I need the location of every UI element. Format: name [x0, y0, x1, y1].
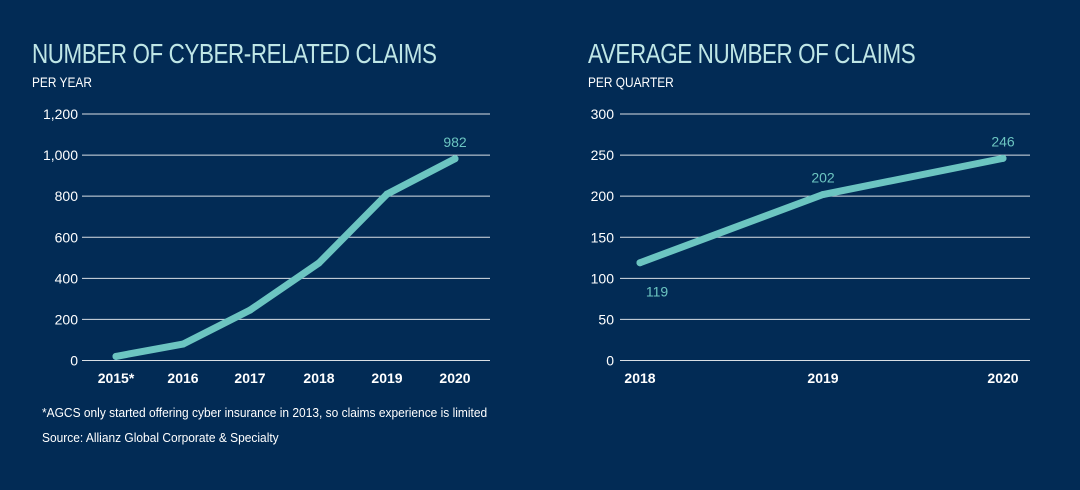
x-tick-label: 2018 [624, 370, 655, 386]
y-tick-label: 1,200 [43, 106, 78, 122]
y-tick-label: 0 [606, 353, 614, 369]
data-point [819, 191, 827, 199]
y-tick-label: 250 [591, 147, 615, 163]
right-chart-title: AVERAGE NUMBER OF CLAIMS [588, 38, 916, 69]
data-point [179, 340, 187, 348]
y-tick-label: 400 [55, 270, 79, 286]
data-point [112, 352, 120, 360]
x-tick-label: 2019 [807, 370, 838, 386]
left-chart-title: NUMBER OF CYBER-RELATED CLAIMS [32, 38, 437, 69]
y-tick-label: 600 [55, 229, 79, 245]
y-tick-label: 150 [591, 229, 615, 245]
y-tick-label: 50 [598, 311, 614, 327]
x-tick-label: 2019 [371, 370, 402, 386]
x-tick-label: 2016 [167, 370, 198, 386]
source-note: Source: Allianz Global Corporate & Speci… [42, 430, 279, 445]
x-tick-label: 2017 [234, 370, 265, 386]
y-tick-label: 800 [55, 188, 79, 204]
data-point [451, 155, 459, 163]
y-tick-label: 300 [591, 106, 615, 122]
data-point [246, 306, 254, 314]
right-chart-subtitle: PER QUARTER [588, 74, 674, 90]
data-label: 246 [991, 133, 1015, 149]
footnote: *AGCS only started offering cyber insura… [42, 405, 488, 420]
data-label: 119 [646, 284, 669, 300]
y-tick-label: 200 [55, 311, 79, 327]
x-tick-label: 2020 [439, 370, 470, 386]
data-point [636, 259, 644, 267]
x-tick-label: 2020 [987, 370, 1018, 386]
data-point [999, 154, 1007, 162]
x-tick-label: 2018 [303, 370, 334, 386]
data-point [315, 259, 323, 267]
data-label: 202 [811, 170, 835, 186]
data-label: 982 [443, 134, 467, 150]
series-line [112, 155, 459, 360]
x-tick-label: 2015* [98, 370, 135, 386]
y-tick-label: 100 [591, 270, 615, 286]
data-point [383, 190, 391, 198]
y-tick-label: 1,000 [43, 147, 78, 163]
y-tick-label: 0 [70, 353, 78, 369]
y-tick-label: 200 [591, 188, 615, 204]
left-chart-subtitle: PER YEAR [32, 74, 92, 90]
